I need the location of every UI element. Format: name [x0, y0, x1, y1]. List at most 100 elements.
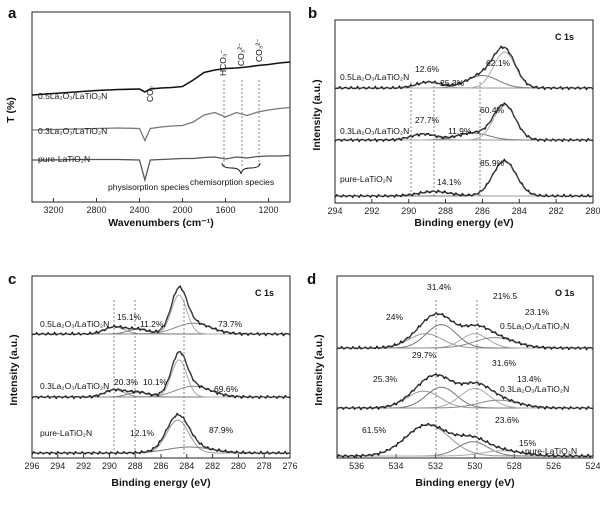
- panel-b-xlabel: Binding energy (eV): [414, 217, 513, 229]
- series-line: [31, 106, 291, 143]
- x-tick-label: 530: [467, 461, 482, 471]
- panel-c-pct-0.5-3: 73.7%: [218, 319, 243, 329]
- fit-envelope: [337, 374, 593, 409]
- panel-a-hco3-label: HCO₃⁻: [218, 49, 228, 76]
- panel-b-pct-0.3-2: 11.9%: [448, 126, 472, 136]
- fit-envelope: [32, 286, 290, 335]
- panel-b-pct-0.5-2: 25.3%: [440, 78, 465, 88]
- panel-b-label-0.3: 0.3La₂O₃/LaTiO₂N: [340, 126, 409, 136]
- panel-a-label-pure: pure-LaTiO₂N: [38, 154, 90, 164]
- x-tick-label: 290: [401, 206, 416, 216]
- panel-d-pct-0.5-2: 31.4%: [427, 282, 452, 292]
- panel-a-xlabel: Wavenumbers (cm⁻¹): [108, 217, 214, 229]
- panel-c-title: C 1s: [255, 288, 274, 298]
- panel-d-label-0.5: 0.5La₂O₃/LaTiO₂N: [500, 321, 569, 331]
- fit-envelope: [337, 313, 593, 349]
- fit-envelope: [32, 414, 290, 454]
- panel-d-pct-pure-3: 15%: [519, 438, 536, 448]
- panel-d-pct-0.3-4: 13.4%: [517, 374, 542, 384]
- x-tick-label: 2400: [129, 205, 149, 215]
- x-tick-label: 536: [349, 461, 364, 471]
- panel-b-title: C 1s: [555, 32, 574, 42]
- fit-envelope: [335, 103, 593, 141]
- panel-b-pct-0.5-3: 62.1%: [486, 58, 511, 68]
- panel-d-xlabel: Binding energy (eV): [415, 477, 514, 489]
- panel-c-ylabel: Intensity (a.u.): [8, 334, 20, 405]
- panel-c-pct-0.3-2: 10.1%: [143, 377, 168, 387]
- panel-b-pct-pure-2: 85.9%: [480, 158, 505, 168]
- panel-b-label-0.5: 0.5La₂O₃/LaTiO₂N: [340, 72, 409, 82]
- panel-d-series: [336, 311, 594, 459]
- panel-a-physisorption-label: physisorption species: [108, 182, 189, 192]
- panel-b-ticks: 294 292 290 288 286 284 282 280: [327, 199, 600, 216]
- fit-envelope: [335, 46, 593, 89]
- x-tick-label: 1600: [215, 205, 235, 215]
- panel-d-pct-0.3-1: 25.3%: [373, 374, 398, 384]
- x-tick-label: 524: [585, 461, 600, 471]
- x-tick-label: 282: [205, 461, 220, 471]
- panel-d-pct-pure-1: 61.5%: [362, 425, 387, 435]
- panel-a-co3-label-2: CO₃²⁻: [254, 38, 264, 62]
- panel-c-pct-pure-1: 12.1%: [130, 428, 155, 438]
- panel-d-label-pure: pure-LaTiO₂N: [525, 446, 577, 456]
- x-tick-label: 2800: [86, 205, 106, 215]
- x-tick-label: 1200: [258, 205, 278, 215]
- x-tick-label: 292: [364, 206, 379, 216]
- x-tick-label: 294: [327, 206, 342, 216]
- fit-envelope: [337, 424, 593, 457]
- panel-d-label-0.3: 0.3La₂O₃/LaTiO₂N: [500, 384, 569, 394]
- panel-d-pct-0.5-4: 23.1%: [525, 307, 550, 317]
- x-tick-label: 286: [475, 206, 490, 216]
- panel-a-co2-label: CO₂: [145, 86, 155, 102]
- panel-c-pct-0.5-1: 15.1%: [117, 312, 142, 322]
- x-tick-label: 286: [153, 461, 168, 471]
- panel-d-title: O 1s: [555, 288, 575, 298]
- x-tick-label: 280: [585, 206, 600, 216]
- panel-d-pct-0.3-2: 29.7%: [412, 350, 437, 360]
- panel-d-pct-0.5-1: 24%: [386, 312, 403, 322]
- x-tick-label: 526: [546, 461, 561, 471]
- panel-c-label-pure: pure-LaTiO₂N: [40, 428, 92, 438]
- x-tick-label: 284: [512, 206, 527, 216]
- panel-b-frame: [334, 19, 594, 204]
- panel-b-ylabel: Intensity (a.u.): [311, 79, 323, 150]
- panel-a-ylabel: T (%): [5, 97, 17, 123]
- panel-b-pct-0.3-3: 60.4%: [480, 105, 505, 115]
- panel-c-label-0.5: 0.5La₂O₃/LaTiO₂N: [40, 319, 109, 329]
- panel-b-label-pure: pure-LaTiO₂N: [340, 174, 392, 184]
- fit-envelope: [335, 160, 593, 197]
- panel-c-series: [31, 285, 291, 456]
- panel-c-label-0.3: 0.3La₂O₃/LaTiO₂N: [40, 381, 109, 391]
- panel-d-pct-0.3-3: 31.6%: [492, 358, 517, 368]
- x-tick-label: 532: [428, 461, 443, 471]
- panel-label-d: d: [307, 271, 316, 288]
- panel-d-ylabel: Intensity (a.u.): [313, 334, 325, 405]
- panel-a-series: [31, 61, 291, 183]
- x-tick-label: 296: [24, 461, 39, 471]
- panel-d-pct-pure-2: 23.6%: [495, 415, 520, 425]
- panel-b-pct-0.5-1: 12.6%: [415, 64, 440, 74]
- x-tick-label: 276: [282, 461, 297, 471]
- panel-b-pct-0.3-1: 27.7%: [415, 115, 440, 125]
- series-line: [31, 61, 291, 96]
- x-tick-label: 284: [179, 461, 194, 471]
- x-tick-label: 294: [50, 461, 65, 471]
- x-tick-label: 280: [231, 461, 246, 471]
- panel-a-brace: [221, 162, 261, 175]
- x-tick-label: 528: [507, 461, 522, 471]
- x-tick-label: 534: [389, 461, 404, 471]
- panel-c-pct-0.5-2: 11.2%: [140, 319, 164, 329]
- panel-c-ticks: 296 294 292 290 288 286 284 282 280 278 276: [24, 454, 298, 471]
- panel-b-series: [334, 45, 594, 199]
- x-tick-label: 292: [76, 461, 91, 471]
- x-tick-label: 278: [257, 461, 272, 471]
- panel-label-a: a: [8, 5, 17, 22]
- panel-c-xlabel: Binding energy (eV): [111, 477, 210, 489]
- x-tick-label: 2000: [172, 205, 192, 215]
- panel-d-frame: [336, 275, 594, 459]
- panel-a-co3-label-1: CO₃²⁻: [236, 42, 246, 66]
- panel-c: c Intensity (a.u.) Binding energy (eV) C…: [8, 271, 298, 489]
- series-line: [32, 154, 291, 183]
- x-tick-label: 288: [128, 461, 143, 471]
